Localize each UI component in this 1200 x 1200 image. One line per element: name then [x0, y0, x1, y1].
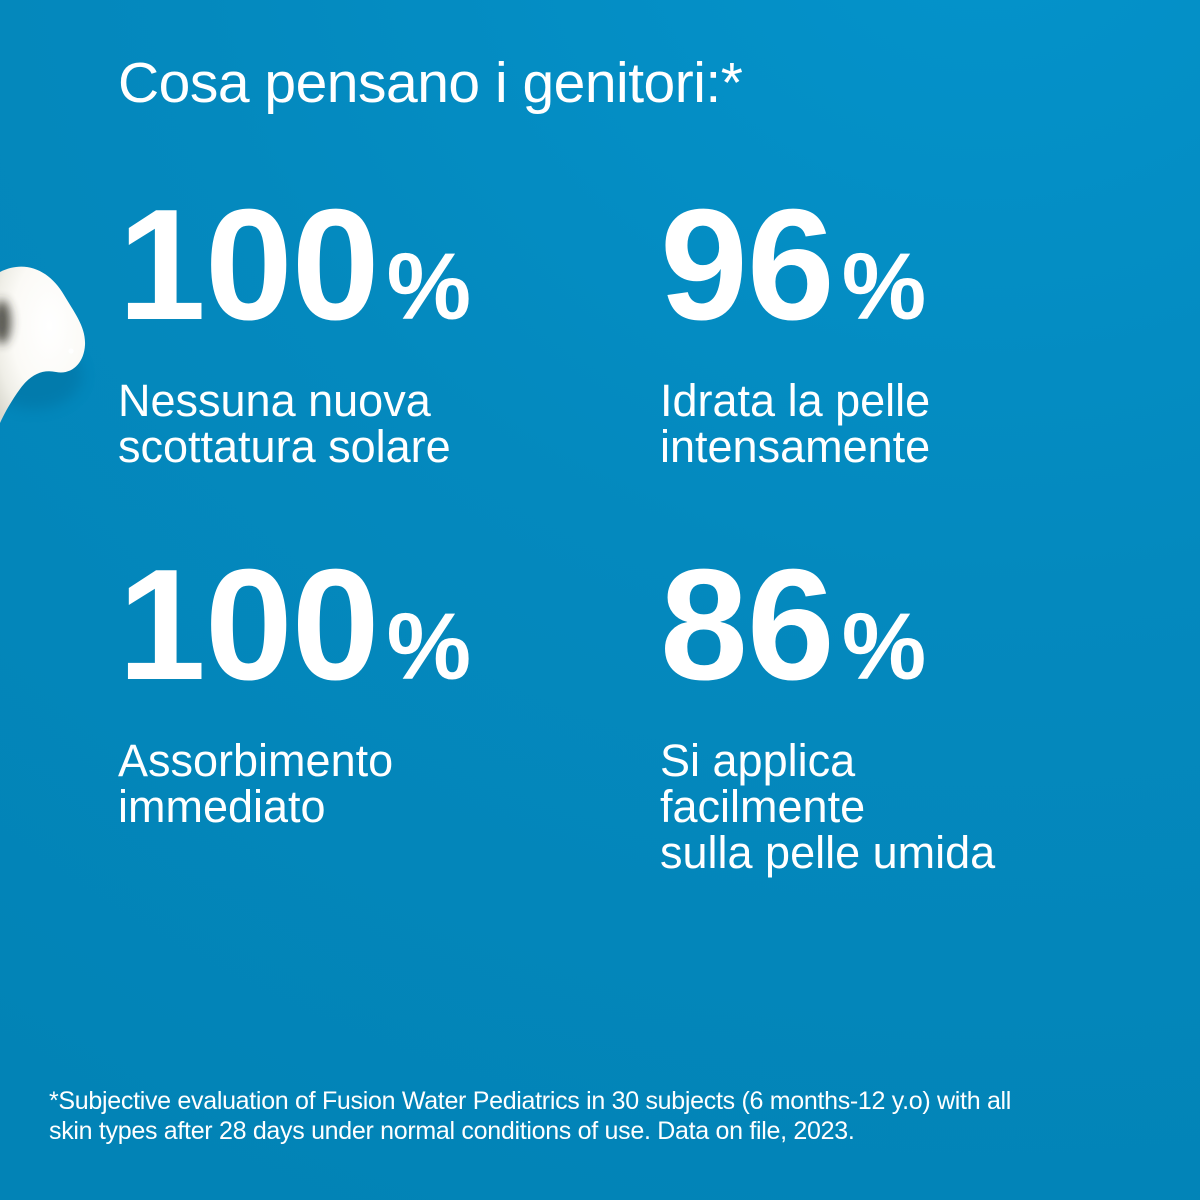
stat-no-new-sunburn: 100% Nessuna nuova scottatura solare	[118, 186, 471, 470]
stat-label-line: Si applica	[660, 735, 856, 786]
stat-label: Assorbimento immediato	[118, 738, 471, 830]
page-title: Cosa pensano i genitori:*	[118, 51, 743, 115]
percent-sign: %	[841, 594, 927, 700]
stat-number: 100%	[118, 546, 471, 704]
stat-value: 100	[118, 177, 380, 353]
footnote-line: *Subjective evaluation of Fusion Water P…	[49, 1087, 1012, 1115]
stat-label: Nessuna nuova scottatura solare	[118, 378, 471, 470]
stat-label: Idrata la pelle intensamente	[660, 378, 930, 470]
stat-label-line: facilmente	[660, 781, 866, 832]
stat-value: 86	[660, 537, 835, 713]
stat-number: 100%	[118, 186, 471, 344]
percent-sign: %	[386, 234, 472, 340]
stat-value: 96	[660, 177, 835, 353]
stat-label-line: Assorbimento	[118, 735, 394, 786]
stat-label-line: intensamente	[660, 421, 931, 472]
stat-label-line: scottatura solare	[118, 421, 451, 472]
footnote: *Subjective evaluation of Fusion Water P…	[49, 1086, 1011, 1146]
cream-blob-image	[0, 266, 86, 423]
stat-label-line: sulla pelle umida	[660, 827, 996, 878]
percent-sign: %	[841, 234, 927, 340]
stat-label: Si applica facilmente sulla pelle umida	[660, 738, 995, 876]
stat-label-line: Nessuna nuova	[118, 375, 431, 426]
stat-intense-hydration: 96% Idrata la pelle intensamente	[660, 186, 930, 470]
stat-label-line: immediato	[118, 781, 326, 832]
stat-number: 96%	[660, 186, 930, 344]
stat-immediate-absorption: 100% Assorbimento immediato	[118, 546, 471, 830]
stat-label-line: Idrata la pelle	[660, 375, 931, 426]
percent-sign: %	[386, 594, 472, 700]
stat-easy-application-wet-skin: 86% Si applica facilmente sulla pelle um…	[660, 546, 995, 876]
footnote-line: skin types after 28 days under normal co…	[49, 1117, 855, 1145]
stat-number: 86%	[660, 546, 995, 704]
stat-value: 100	[118, 537, 380, 713]
